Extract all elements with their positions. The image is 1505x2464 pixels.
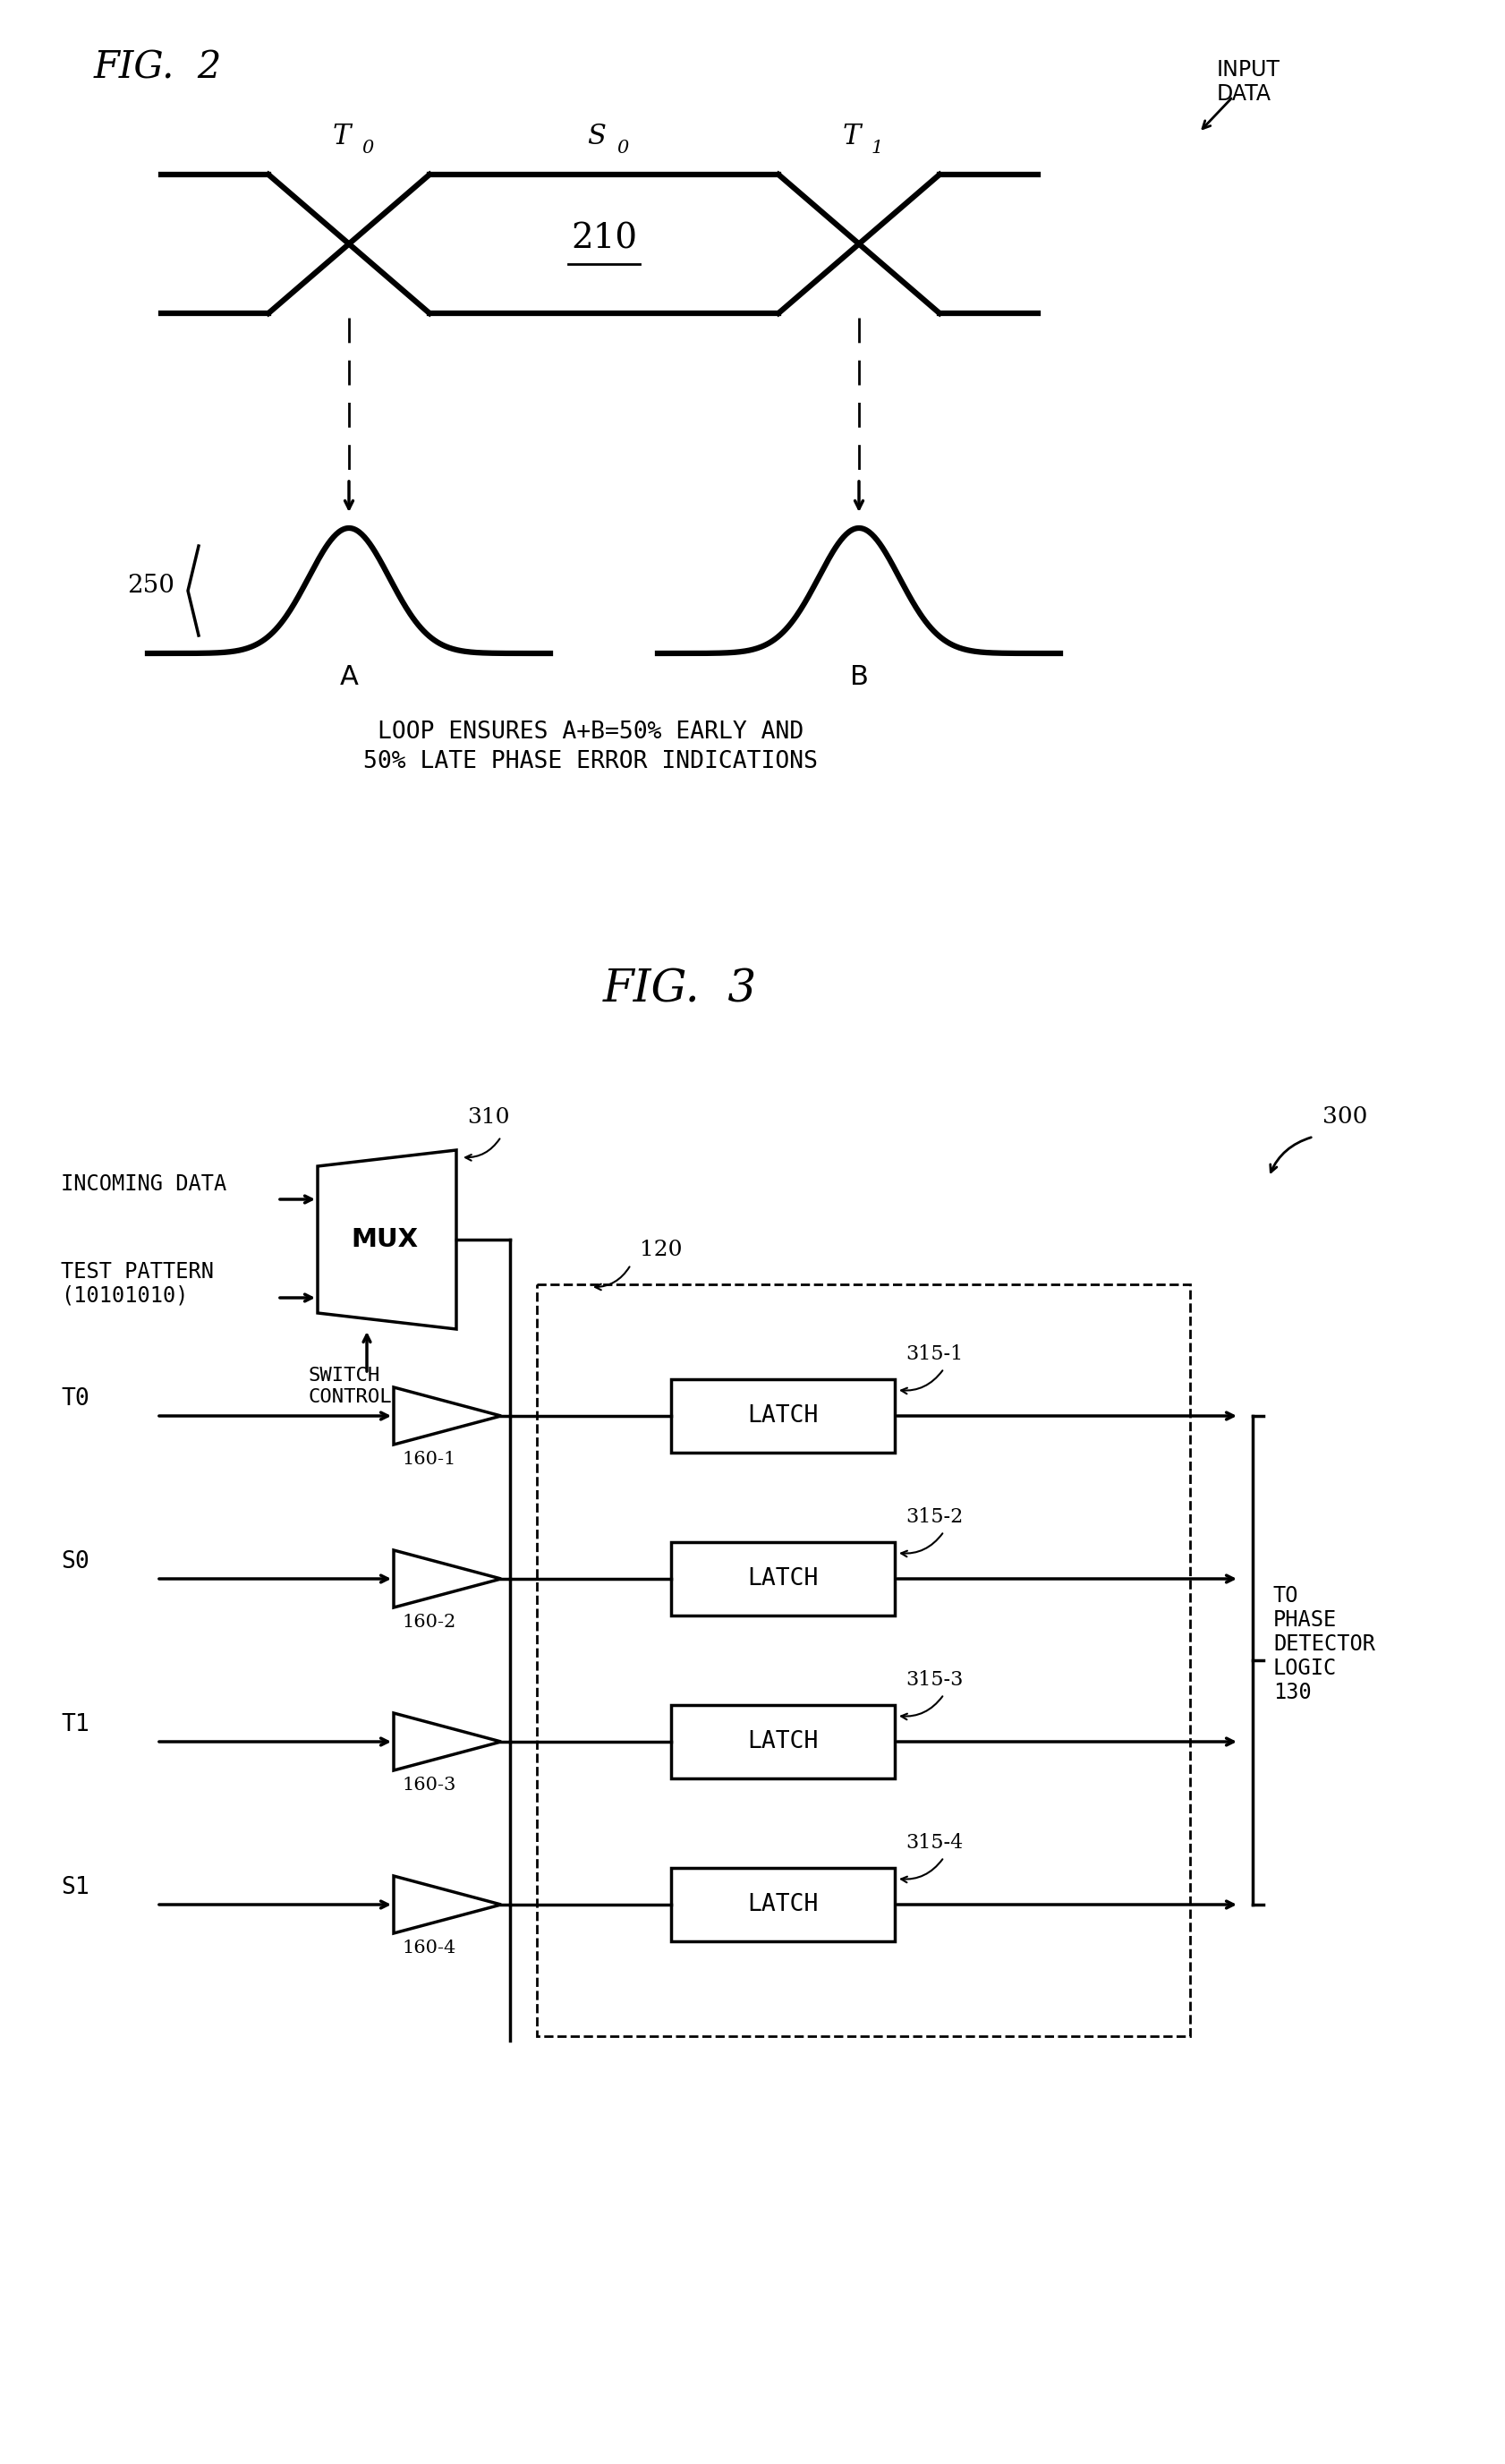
Text: FIG.  2: FIG. 2 xyxy=(93,49,223,86)
Text: TO: TO xyxy=(1273,1584,1297,1607)
Text: 1: 1 xyxy=(871,140,883,158)
Bar xyxy=(671,1705,894,1779)
Text: B: B xyxy=(849,665,868,690)
Text: 0: 0 xyxy=(616,140,628,158)
Text: TEST PATTERN: TEST PATTERN xyxy=(60,1262,214,1284)
Text: 50% LATE PHASE ERROR INDICATIONS: 50% LATE PHASE ERROR INDICATIONS xyxy=(363,749,817,774)
Text: 315-3: 315-3 xyxy=(905,1671,963,1690)
Text: SWITCH: SWITCH xyxy=(309,1368,381,1385)
Text: LOGIC: LOGIC xyxy=(1273,1658,1336,1678)
Text: CONTROL: CONTROL xyxy=(309,1387,393,1407)
Text: LATCH: LATCH xyxy=(746,1404,817,1427)
Text: 160-4: 160-4 xyxy=(402,1939,456,1956)
Text: 315-1: 315-1 xyxy=(905,1345,962,1365)
Text: S1: S1 xyxy=(60,1875,89,1900)
Bar xyxy=(671,1868,894,1942)
Text: S0: S0 xyxy=(60,1550,89,1574)
Bar xyxy=(537,1284,1189,2035)
Bar xyxy=(671,1380,894,1454)
Text: 315-4: 315-4 xyxy=(905,1833,962,1853)
Text: 210: 210 xyxy=(570,222,637,256)
Text: A: A xyxy=(340,665,358,690)
Text: 300: 300 xyxy=(1321,1106,1367,1129)
Text: INCOMING DATA: INCOMING DATA xyxy=(60,1173,226,1195)
Text: 310: 310 xyxy=(467,1106,509,1129)
Text: 130: 130 xyxy=(1273,1683,1311,1703)
Text: PHASE: PHASE xyxy=(1273,1609,1336,1631)
Text: DETECTOR: DETECTOR xyxy=(1273,1634,1374,1656)
Text: 250: 250 xyxy=(126,574,175,599)
Text: 160-1: 160-1 xyxy=(402,1451,456,1469)
Text: LATCH: LATCH xyxy=(746,1730,817,1754)
Text: T: T xyxy=(843,123,861,150)
Text: (10101010): (10101010) xyxy=(60,1286,188,1306)
Text: 120: 120 xyxy=(640,1239,682,1259)
Text: DATA: DATA xyxy=(1216,84,1270,103)
Text: 315-2: 315-2 xyxy=(905,1508,962,1528)
Text: LOOP ENSURES A+B=50% EARLY AND: LOOP ENSURES A+B=50% EARLY AND xyxy=(378,719,804,744)
Text: MUX: MUX xyxy=(351,1227,418,1252)
Text: INPUT: INPUT xyxy=(1216,59,1279,81)
Text: T: T xyxy=(333,123,351,150)
Text: 160-2: 160-2 xyxy=(402,1614,456,1631)
Text: FIG.  3: FIG. 3 xyxy=(602,968,757,1013)
Bar xyxy=(671,1542,894,1616)
Text: 160-3: 160-3 xyxy=(402,1777,456,1794)
Text: T1: T1 xyxy=(60,1712,89,1737)
Text: LATCH: LATCH xyxy=(746,1892,817,1917)
Text: S: S xyxy=(587,123,607,150)
Text: 0: 0 xyxy=(361,140,373,158)
Text: LATCH: LATCH xyxy=(746,1567,817,1589)
Text: T0: T0 xyxy=(60,1387,89,1409)
